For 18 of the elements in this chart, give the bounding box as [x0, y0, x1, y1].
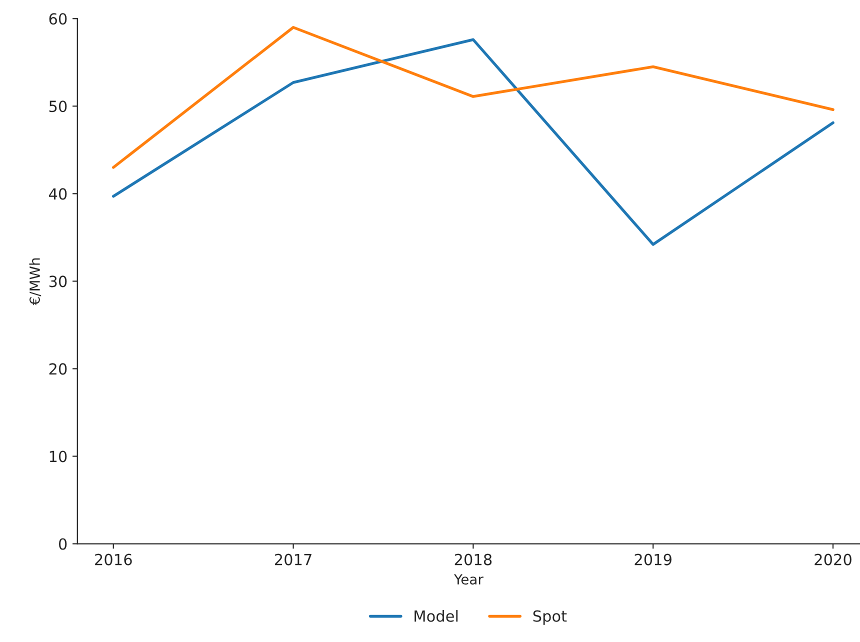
y-axis-title: €/MWh	[29, 258, 42, 306]
y-tick-label: 20	[49, 363, 67, 375]
x-tick-label: 2018	[454, 554, 492, 566]
y-tick-label: 30	[49, 276, 67, 288]
line-series	[112, 38, 834, 246]
y-tick-label: 60	[49, 13, 67, 25]
x-tick-label: 2020	[814, 554, 852, 566]
line-series	[112, 26, 834, 169]
y-tick-label: 0	[58, 538, 67, 550]
x-axis-title: Year	[454, 574, 484, 585]
y-tick-label: 50	[49, 100, 67, 112]
y-tick-label: 10	[50, 450, 67, 462]
y-tick-label: 40	[48, 188, 67, 200]
x-tick-label: 2019	[634, 554, 672, 566]
legend-label: Model	[414, 610, 458, 622]
legend-label: Spot	[533, 610, 567, 625]
x-tick-label: 2016	[95, 554, 132, 566]
x-tick-label: 2017	[274, 554, 312, 566]
